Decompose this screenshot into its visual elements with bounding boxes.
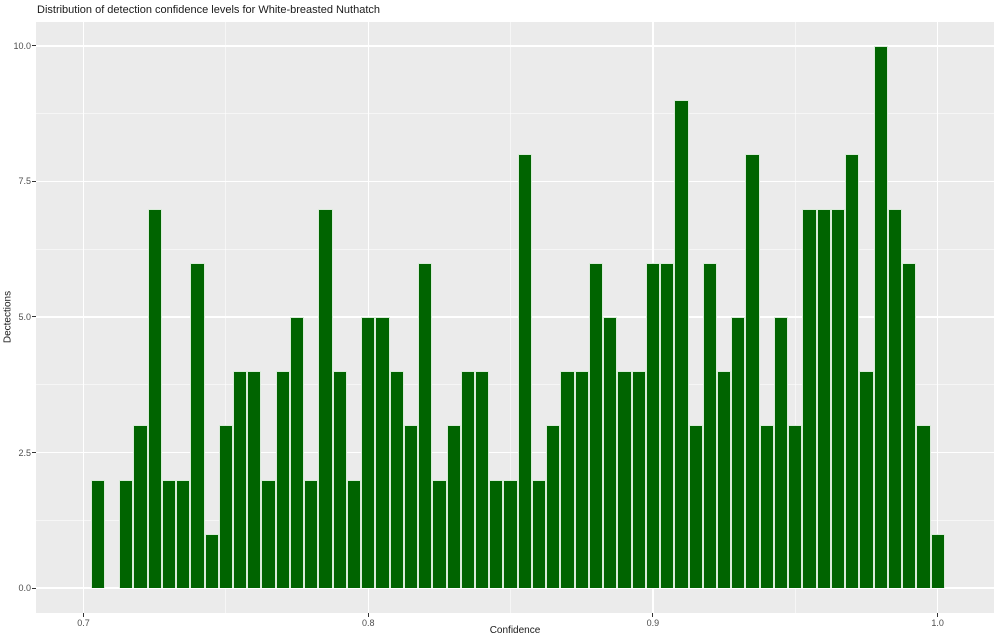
histogram-bar [261,479,276,589]
histogram-bar [802,208,817,589]
histogram-bar [475,371,490,589]
gridline-major-y [36,316,994,318]
gridline-major-x [82,22,85,613]
histogram-bar [916,425,931,589]
histogram-bar [617,371,632,589]
histogram-bar [460,371,475,589]
gridline-major-y [36,451,994,454]
histogram-bar [517,154,532,589]
histogram-bar [275,371,290,589]
histogram-bar [873,45,888,589]
y-tick-label: 5.0 [18,311,31,322]
x-tick-label: 1.0 [931,618,944,628]
gridline-major-y [36,180,994,183]
histogram-bar [546,425,561,589]
histogram-bar [816,208,831,589]
x-tick-label: 0.7 [77,618,90,628]
histogram-bar [688,425,703,589]
histogram-bar [446,425,461,589]
histogram-bar [247,371,262,589]
histogram-bar [830,208,846,589]
histogram-bar [318,208,333,589]
histogram-bar [346,479,362,589]
gridline-major-x [936,22,939,613]
histogram-bar [90,479,105,589]
histogram-bar [660,262,675,589]
y-tick-mark [32,45,36,47]
histogram-bar [645,262,661,589]
histogram-bar [759,425,774,589]
histogram-bar [902,262,917,589]
gridline-minor-y [36,113,994,115]
histogram-bar [332,371,347,589]
histogram-bar [147,208,162,589]
histogram-bar [588,262,604,589]
histogram-bar [389,371,404,589]
histogram-bar [233,371,248,589]
histogram-bar [845,154,860,589]
histogram-bar [859,371,874,589]
histogram-bar [204,533,219,589]
x-tick-label: 0.9 [646,618,660,628]
y-tick-label: 0.0 [18,583,31,594]
histogram-bar [418,262,433,589]
x-tick-mark [652,613,654,617]
histogram-bar [560,371,575,589]
x-tick-mark [83,613,85,617]
histogram-bar [603,316,618,589]
histogram-bar [674,100,689,589]
x-axis-title: Confidence [489,625,541,636]
y-tick-label: 2.5 [18,447,31,458]
histogram-bar [930,533,945,589]
histogram-bar [304,479,319,589]
histogram-bar [218,425,233,589]
y-tick-mark [32,452,36,453]
histogram-bar [176,479,191,589]
histogram-bar [375,316,390,589]
x-tick-label: 0.8 [361,618,375,628]
chart-title: Distribution of detection confidence lev… [37,4,381,16]
histogram-bar [773,316,789,589]
histogram-bar [133,425,148,589]
histogram-bar [631,371,646,589]
plot-panel [36,22,994,613]
histogram-bar [788,425,803,589]
x-tick-mark [937,613,939,617]
histogram-bar [716,371,732,589]
histogram-bar [574,371,589,589]
y-tick-mark [32,316,36,318]
gridline-minor-y [36,248,994,250]
y-tick-label: 10.0 [13,40,31,51]
y-tick-mark [32,587,36,589]
histogram-bar [531,479,547,589]
histogram-bar [731,316,746,589]
histogram-bar [361,316,376,589]
histogram-bar [289,316,305,589]
gridline-major-y [36,45,994,47]
y-tick-label: 7.5 [18,176,31,187]
histogram-bar [702,262,717,589]
histogram-bar [190,262,205,589]
histogram-bar [745,154,760,589]
x-tick-mark [367,613,369,617]
y-axis-title: Dectections [2,290,14,344]
histogram-bar [503,479,518,589]
histogram-bar [403,425,419,589]
histogram-bar [432,479,447,589]
y-tick-mark [32,180,36,182]
histogram-bar [161,479,177,589]
histogram-bar [887,208,903,589]
histogram-bar [119,479,134,589]
histogram-bar [489,479,504,589]
gridline-minor-y [36,384,994,386]
